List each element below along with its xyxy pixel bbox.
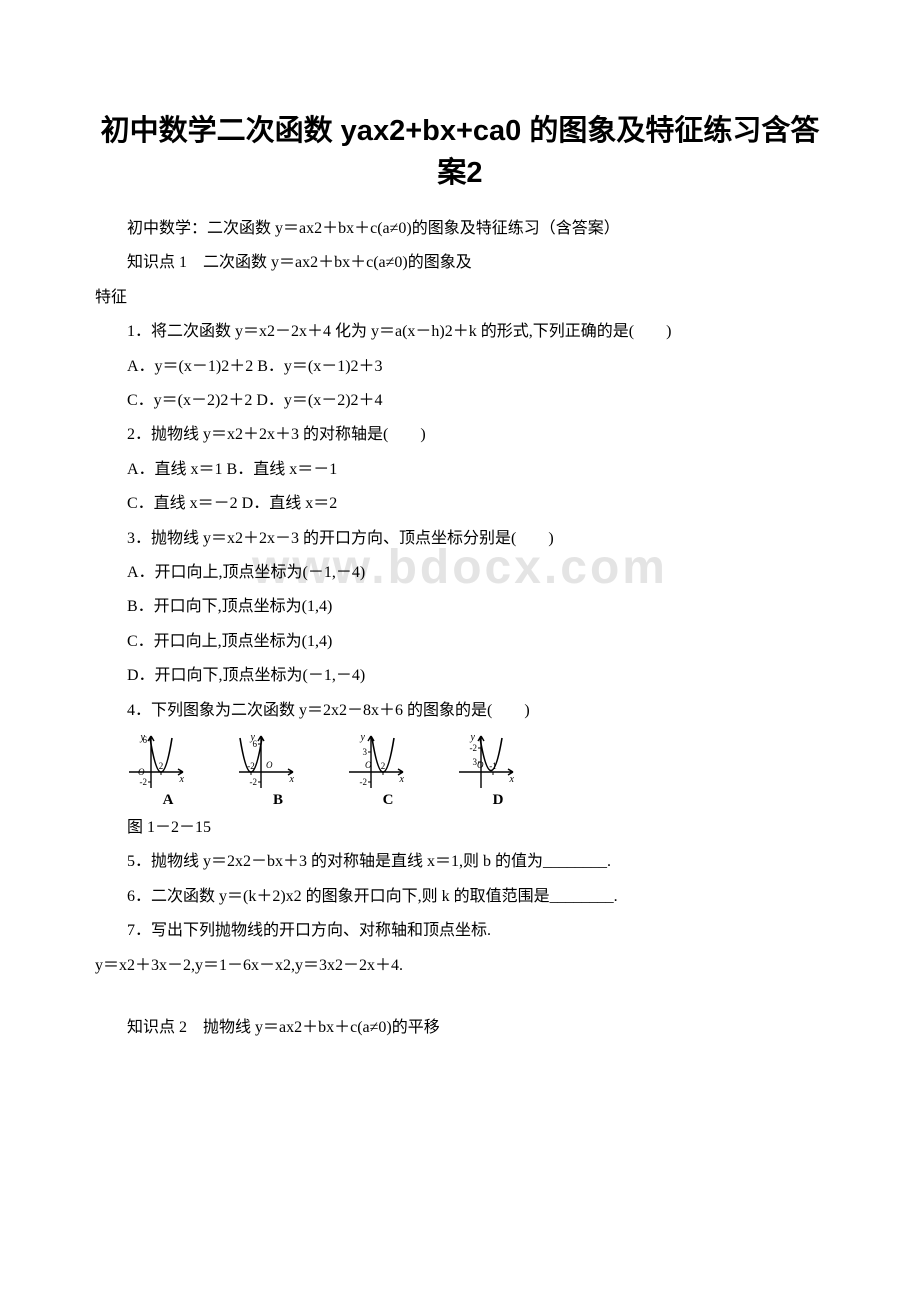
svg-text:x: x <box>509 774 515 785</box>
figure-panel-a: xy6-22OA <box>127 732 209 809</box>
figure-panel-label: D <box>457 792 539 809</box>
svg-text:2: 2 <box>381 761 386 771</box>
svg-text:-2: -2 <box>250 777 258 787</box>
q2: 2．抛物线 y＝x2＋2x＋3 的对称轴是( ) <box>95 418 825 452</box>
svg-text:-2: -2 <box>360 777 368 787</box>
q3-option-c: C．开口向上,顶点坐标为(1,4) <box>95 625 825 659</box>
kp1-line1: 知识点 1 二次函数 y＝ax2＋bx＋c(a≠0)的图象及 <box>95 246 825 280</box>
q4: 4．下列图象为二次函数 y＝2x2－8x＋6 的图象的是( ) <box>95 694 825 728</box>
figure-1-2-15: xy6-22OAxy6-2-2OBxy3-22OCxy-23-1OD <box>127 732 825 809</box>
figure-panel-c: x y 3 -2 2O C <box>347 732 429 809</box>
q7-eq: y＝x2＋3x－2,y＝1－6x－x2,y＝3x2－2x＋4. <box>95 949 825 983</box>
q1: 1．将二次函数 y＝x2－2x＋4 化为 y＝a(x－h)2＋k 的形式,下列正… <box>95 315 825 349</box>
figure-panel-b: xy6-2-2OB <box>237 732 319 809</box>
kp2: 知识点 2 抛物线 y＝ax2＋bx＋c(a≠0)的平移 <box>95 1011 825 1045</box>
svg-text:O: O <box>266 760 273 770</box>
q3-option-a: A．开口向上,顶点坐标为(－1,－4) <box>95 556 825 590</box>
q1-options-ab: A．y＝(x－1)2＋2 B．y＝(x－1)2＋3 <box>95 350 825 384</box>
kp1-line2: 特征 <box>95 281 825 315</box>
svg-text:y: y <box>360 732 366 743</box>
svg-text:2: 2 <box>159 761 164 771</box>
figure-panel-d: xy-23-1OD <box>457 732 539 809</box>
svg-text:3: 3 <box>363 747 368 757</box>
svg-text:x: x <box>289 774 295 785</box>
figure-panel-label: B <box>237 792 319 809</box>
svg-text:-2: -2 <box>470 743 478 753</box>
q7: 7．写出下列抛物线的开口方向、对称轴和顶点坐标. <box>95 914 825 948</box>
svg-text:O: O <box>477 760 484 770</box>
svg-text:x: x <box>179 774 185 785</box>
svg-text:x: x <box>399 774 405 785</box>
q3-option-b: B．开口向下,顶点坐标为(1,4) <box>95 590 825 624</box>
figure-caption: 图 1－2－15 <box>95 811 825 845</box>
q5: 5．抛物线 y＝2x2－bx＋3 的对称轴是直线 x＝1,则 b 的值为____… <box>95 845 825 879</box>
q6: 6．二次函数 y＝(k＋2)x2 的图象开口向下,则 k 的取值范围是_____… <box>95 880 825 914</box>
doc-title: 初中数学二次函数 yax2+bx+ca0 的图象及特征练习含答案2 <box>95 110 825 194</box>
q2-options-cd: C．直线 x＝－2 D．直线 x＝2 <box>95 487 825 521</box>
intro-line: 初中数学：二次函数 y＝ax2＋bx＋c(a≠0)的图象及特征练习（含答案） <box>95 212 825 246</box>
q3-option-d: D．开口向下,顶点坐标为(－1,－4) <box>95 659 825 693</box>
q2-options-ab: A．直线 x＝1 B．直线 x＝－1 <box>95 453 825 487</box>
svg-text:O: O <box>138 767 145 777</box>
q3: 3．抛物线 y＝x2＋2x－3 的开口方向、顶点坐标分别是( ) <box>95 522 825 556</box>
svg-text:6: 6 <box>143 735 148 745</box>
figure-panel-label: A <box>127 792 209 809</box>
svg-text:6: 6 <box>253 739 258 749</box>
svg-text:O: O <box>365 760 372 770</box>
svg-text:-2: -2 <box>140 777 148 787</box>
q1-options-cd: C．y＝(x－2)2＋2 D．y＝(x－2)2＋4 <box>95 384 825 418</box>
svg-text:y: y <box>470 732 476 743</box>
figure-panel-label: C <box>347 792 429 809</box>
